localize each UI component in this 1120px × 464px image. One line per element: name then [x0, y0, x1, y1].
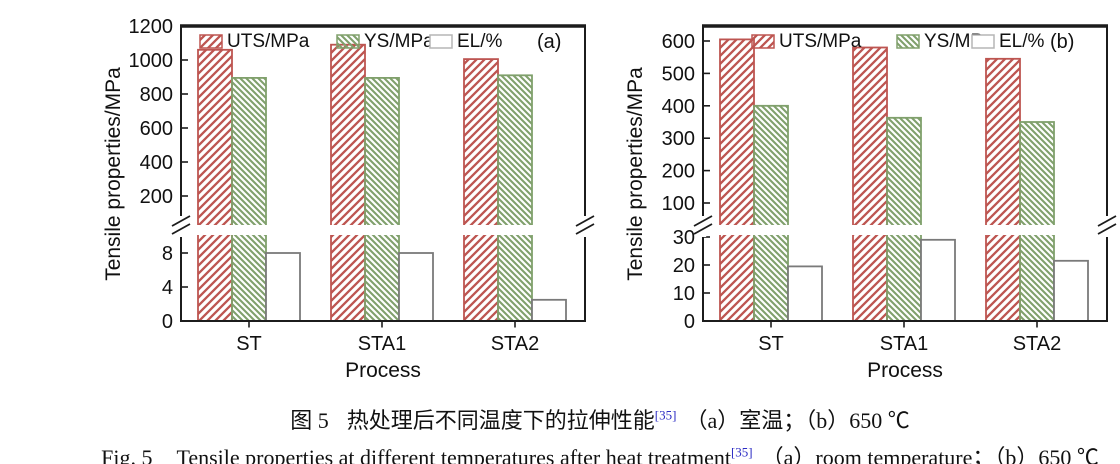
bar-ys-STA2: [497, 74, 533, 322]
bar-el-STA1: [398, 252, 434, 322]
xcat-label-STA1: STA1: [358, 333, 407, 355]
bar-uts-STA1: [852, 46, 888, 322]
bar-ys-ST: [753, 104, 789, 322]
axis-break-right-icon: [1097, 223, 1117, 235]
legend-swatch-2: [429, 34, 453, 49]
bar-uts-STA2: [985, 57, 1021, 322]
bar-el-STA2: [1053, 259, 1089, 322]
axis-break-gap: [1103, 216, 1111, 237]
caption-chinese: 图 5 热处理后不同温度下的拉伸性能[35] （a）室温；（b）650 ℃: [40, 403, 1120, 435]
caption-zh-text: 热处理后不同温度下的拉伸性能: [346, 408, 655, 433]
ytick-label-800: 800: [140, 84, 173, 106]
figure-5: 200 400 600 800 1000 1200 0 4 8 ST STA1 STA2 Tensile…: [40, 16, 1120, 464]
bar-uts-STA1: [330, 43, 366, 322]
bar-el-ST: [787, 265, 823, 322]
caption-en-label: Fig. 5: [101, 445, 153, 464]
axis-break-gap: [699, 216, 707, 237]
xcat-label-STA1: STA1: [880, 333, 929, 355]
y-axis-title: Tensile properties/MPa: [624, 67, 647, 281]
ytick-label-200: 200: [662, 161, 695, 183]
ytick-label-30: 30: [673, 227, 695, 249]
x-axis-title: Process: [867, 359, 943, 382]
ytick-label-4: 4: [162, 277, 173, 299]
y-axis-title: Tensile properties/MPa: [102, 67, 125, 281]
axis-break-gap: [177, 216, 185, 237]
xcat-label-ST: ST: [758, 333, 784, 355]
legend-swatch-1: [336, 34, 360, 49]
axis-break-left-icon: [171, 223, 191, 235]
ytick-label-0: 0: [162, 311, 173, 333]
caption-zh-rest: （a）室温；（b）650 ℃: [685, 408, 910, 433]
bar-ys-STA1: [364, 77, 400, 322]
axis-break-left-icon: [171, 215, 191, 227]
panel-label: (b): [1050, 31, 1074, 53]
legend-swatch-1: [896, 34, 920, 49]
ytick-label-0: 0: [684, 311, 695, 333]
legend-label-0: UTS/MPa: [227, 31, 310, 52]
citation-ref-en[interactable]: [35]: [730, 444, 753, 460]
axis-break-left-icon: [693, 223, 713, 235]
ytick-label-1200: 1200: [129, 16, 174, 38]
legend-label-2: EL/%: [457, 31, 503, 52]
chart-panel-b: 100 200 300 400 500 600 0 10 20 30 ST STA1 STA2 Tensi…: [600, 16, 1120, 391]
caption-en-rest: （a）room temperature；（b）650 ℃: [761, 445, 1099, 464]
legend-label-0: UTS/MPa: [779, 31, 862, 52]
axis-break-right-icon: [575, 215, 595, 227]
charts-row: 200 400 600 800 1000 1200 0 4 8 ST STA1 STA2 Tensile…: [40, 16, 1120, 391]
ytick-label-100: 100: [662, 193, 695, 215]
ytick-label-8: 8: [162, 243, 173, 265]
axis-break-band: [182, 225, 584, 235]
caption-zh-label: 图 5: [290, 408, 329, 433]
ytick-label-1000: 1000: [129, 50, 174, 72]
legend-label-1: YS/MPa: [364, 31, 434, 52]
ytick-label-20: 20: [673, 255, 695, 277]
xcat-label-ST: ST: [236, 333, 262, 355]
bar-el-STA1: [920, 238, 956, 322]
axis-break-gap: [581, 216, 589, 237]
axis-break-left-icon: [693, 215, 713, 227]
bar-el-ST: [265, 252, 301, 322]
legend-swatch-0: [199, 34, 223, 49]
legend-swatch-0: [751, 34, 775, 49]
bar-ys-ST: [231, 77, 267, 322]
caption-english: Fig. 5 Tensile properties at different te…: [40, 440, 1120, 464]
legend-label-2: EL/%: [999, 31, 1045, 52]
bar-uts-STA2: [463, 58, 499, 322]
citation-ref-zh[interactable]: [35]: [654, 407, 677, 423]
chart-panel-a: 200 400 600 800 1000 1200 0 4 8 ST STA1 STA2 Tensile…: [40, 16, 600, 391]
ytick-label-400: 400: [140, 152, 173, 174]
axis-break-right-icon: [1097, 215, 1117, 227]
bar-ys-STA2: [1019, 121, 1055, 322]
ytick-label-10: 10: [673, 283, 695, 305]
ytick-label-400: 400: [662, 96, 695, 118]
bar-el-STA2: [531, 298, 567, 322]
axis-break-right-icon: [575, 223, 595, 235]
axis-break-band: [704, 225, 1106, 235]
ytick-label-500: 500: [662, 63, 695, 85]
legend-swatch-2: [971, 34, 995, 49]
bar-ys-STA1: [886, 116, 922, 322]
ytick-label-200: 200: [140, 186, 173, 208]
x-axis-title: Process: [345, 359, 421, 382]
chart-svg-0: 200 400 600 800 1000 1200 0 4 8 ST STA1 STA2 Tensile…: [102, 16, 595, 382]
chart-svg-1: 100 200 300 400 500 600 0 10 20 30 ST STA1 STA2 Tensi…: [624, 24, 1117, 382]
bar-uts-ST: [719, 38, 755, 322]
ytick-label-600: 600: [140, 118, 173, 140]
ytick-label-600: 600: [662, 31, 695, 53]
ytick-label-300: 300: [662, 128, 695, 150]
bar-uts-ST: [197, 48, 233, 322]
panel-label: (a): [537, 31, 561, 53]
xcat-label-STA2: STA2: [491, 333, 540, 355]
caption-en-text: Tensile properties at different temperat…: [176, 445, 731, 464]
xcat-label-STA2: STA2: [1013, 333, 1062, 355]
